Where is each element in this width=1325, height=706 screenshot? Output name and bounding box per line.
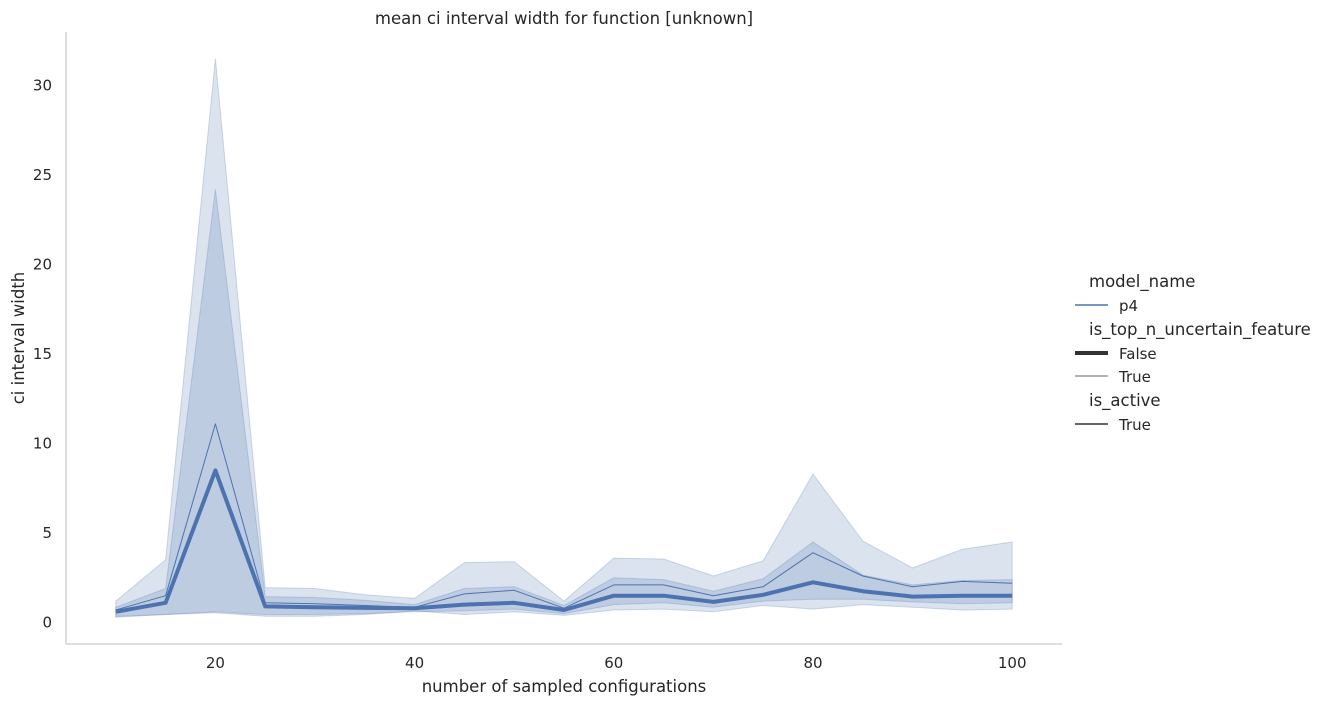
ci-band-false bbox=[115, 189, 1013, 617]
confidence-bands bbox=[115, 58, 1013, 618]
y-tick-label: 15 bbox=[33, 345, 52, 363]
x-tick-label: 60 bbox=[604, 654, 623, 672]
series-lines bbox=[115, 423, 1013, 614]
x-tick-label: 100 bbox=[998, 654, 1027, 672]
ci-band-true bbox=[115, 58, 1013, 618]
legend-section-title: is_top_n_uncertain_feature bbox=[1089, 320, 1311, 340]
legend-item-label: p4 bbox=[1119, 297, 1138, 315]
x-tick-labels: 20 40 60 80 100 bbox=[206, 654, 1027, 672]
y-axis-title: ci interval width bbox=[9, 272, 28, 405]
x-axis-title: number of sampled configurations bbox=[422, 677, 707, 696]
series-line-true bbox=[115, 423, 1013, 611]
series-line-false bbox=[115, 468, 1013, 614]
legend-item-label: True bbox=[1118, 416, 1151, 434]
y-tick-label: 20 bbox=[33, 256, 52, 274]
legend: model_name p4 is_top_n_uncertain_feature Fa… bbox=[1075, 272, 1311, 434]
chart-title: mean ci interval width for function [unk… bbox=[375, 9, 753, 28]
y-tick-label: 10 bbox=[33, 435, 52, 453]
y-tick-label: 30 bbox=[33, 77, 52, 95]
y-tick-label: 5 bbox=[42, 524, 52, 542]
x-tick-label: 40 bbox=[405, 654, 424, 672]
legend-section-title: model_name bbox=[1089, 272, 1195, 292]
y-tick-label: 25 bbox=[33, 166, 52, 184]
x-tick-label: 20 bbox=[206, 654, 225, 672]
legend-item-label: True bbox=[1118, 368, 1151, 386]
legend-section-title: is_active bbox=[1089, 391, 1161, 411]
x-tick-label: 80 bbox=[803, 654, 822, 672]
y-tick-labels: 0 5 10 15 20 25 30 bbox=[33, 77, 52, 632]
legend-item-label: False bbox=[1119, 345, 1157, 363]
y-tick-label: 0 bbox=[42, 614, 52, 632]
